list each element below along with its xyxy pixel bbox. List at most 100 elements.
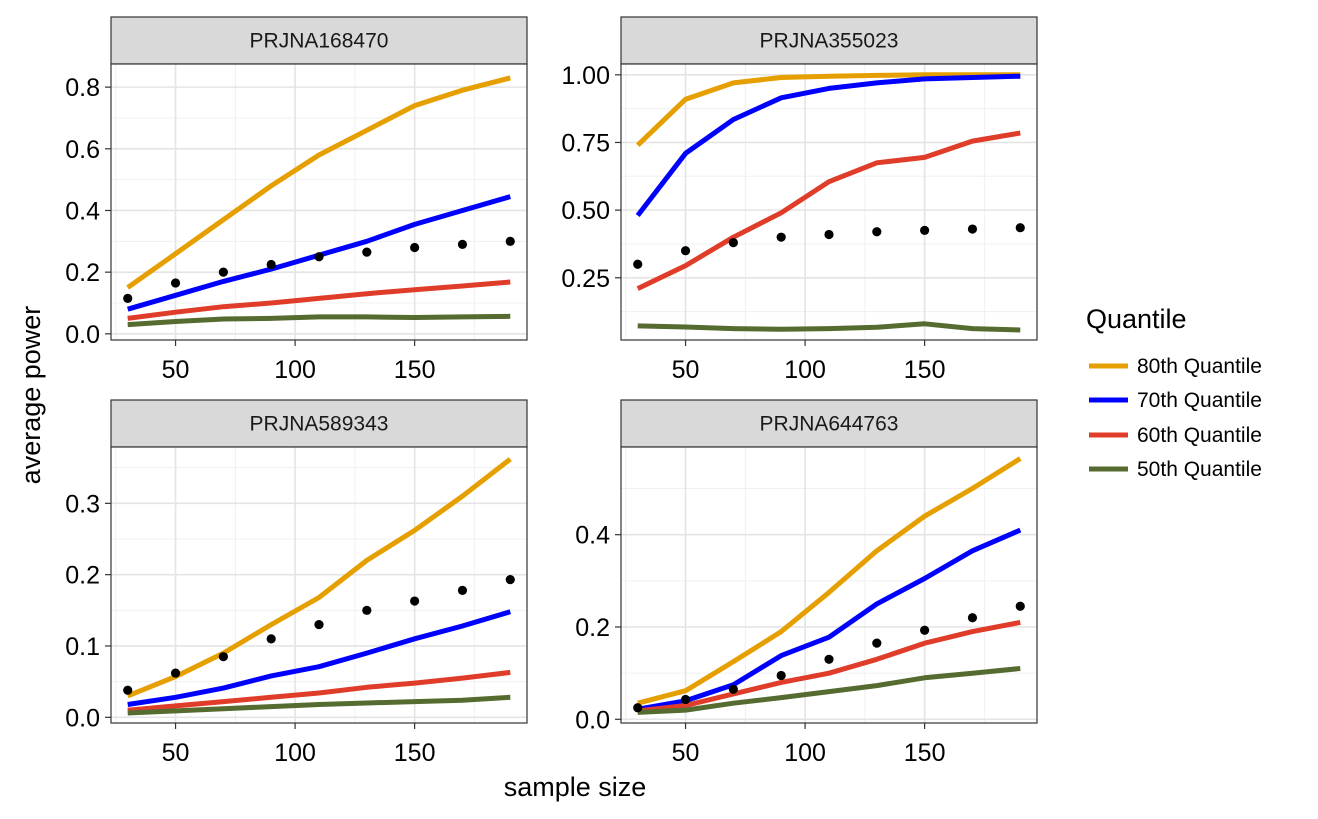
facet-strip-label: PRJNA589343: [250, 413, 389, 436]
x-tick-label: 150: [904, 356, 946, 384]
chart-panels: PRJNA168470 50 100 150 0.0 0.2 0.4 0.6 0.8 PRJNA3…: [65, 16, 1038, 767]
series-line-80th: [126, 75, 511, 290]
legend-label-70th: 70th Quantile: [1137, 389, 1262, 412]
series-line-80th: [637, 456, 1022, 706]
facet-strip: [620, 399, 1038, 448]
y-tick-label: 0.1: [65, 633, 100, 661]
data-point: [680, 694, 691, 705]
legend-item-50th: 50th Quantile: [1089, 458, 1262, 481]
panel-background: [621, 64, 1037, 340]
facet-strip-label: PRJNA355023: [760, 30, 899, 53]
data-point: [362, 247, 372, 257]
data-point: [170, 278, 181, 288]
y-tick-label: 0.2: [65, 259, 100, 287]
data-point: [457, 239, 468, 250]
data-point: [872, 227, 882, 237]
data-point: [505, 575, 515, 585]
y-tick-label: 0.0: [575, 706, 610, 734]
y-tick-label: 0.2: [65, 562, 100, 590]
facet-strip: [110, 16, 528, 65]
data-point: [362, 605, 372, 615]
y-tick-label: 0.4: [65, 197, 100, 225]
data-point: [410, 242, 420, 253]
data-point: [123, 293, 133, 303]
y-tick-label: 0.0: [65, 704, 100, 732]
y-tick-label: 0.8: [65, 74, 100, 102]
data-point: [633, 703, 643, 713]
legend-label-50th: 50th Quantile: [1137, 458, 1262, 481]
legend: Quantile 80th Quantile 70th Quantile 60t…: [1086, 304, 1262, 481]
legend-item-60th: 60th Quantile: [1089, 424, 1262, 447]
series-line-60th: [637, 619, 1021, 714]
data-point: [170, 668, 181, 678]
x-tick-label: 150: [904, 739, 946, 767]
panel-PRJNA355023: PRJNA355023 50 100 150 0.25 0.50 0.75 1.00: [561, 16, 1038, 384]
data-point: [314, 619, 324, 630]
panel-border: [110, 446, 528, 724]
y-tick-label: 0.3: [65, 490, 100, 518]
series-line-70th: [637, 527, 1022, 712]
x-tick-label: 100: [784, 356, 826, 384]
data-point: [633, 259, 643, 269]
y-tick-label: 0.2: [575, 614, 610, 642]
panel-border: [110, 63, 528, 341]
x-axis-title: sample size: [504, 772, 647, 802]
data-point: [314, 252, 324, 262]
y-tick-label: 0.50: [561, 197, 610, 225]
x-tick-label: 150: [394, 739, 436, 767]
x-tick-label: 100: [784, 739, 826, 767]
series-line-60th: [127, 669, 511, 713]
data-point: [218, 267, 228, 277]
x-tick-label: 50: [672, 356, 700, 384]
data-point: [1015, 223, 1025, 233]
x-tick-label: 50: [162, 356, 190, 384]
data-point: [457, 585, 468, 595]
data-point: [776, 232, 786, 242]
y-tick-label: 0.75: [561, 129, 610, 157]
series-line-60th: [127, 279, 511, 321]
y-axis-title: average power: [16, 306, 46, 485]
data-point: [728, 237, 738, 248]
data-point: [776, 670, 786, 681]
data-point: [410, 596, 420, 606]
data-point: [505, 236, 515, 246]
y-tick-label: 0.6: [65, 136, 100, 164]
data-point: [123, 685, 133, 695]
data-point: [967, 613, 978, 623]
legend-title: Quantile: [1086, 304, 1187, 334]
legend-label-80th: 80th Quantile: [1137, 355, 1262, 378]
series-line-70th: [635, 73, 1021, 218]
data-point: [1015, 601, 1025, 611]
legend-item-80th: 80th Quantile: [1089, 355, 1262, 378]
legend-item-70th: 70th Quantile: [1089, 389, 1262, 412]
series-line-50th: [637, 321, 1021, 333]
panel-PRJNA644763: PRJNA644763 50 100 150 0.0 0.2 0.4: [575, 399, 1038, 767]
data-point: [680, 246, 691, 256]
series-line-50th: [127, 313, 511, 328]
data-point: [920, 625, 930, 635]
x-tick-label: 150: [394, 356, 436, 384]
data-point: [266, 259, 276, 270]
series-line-70th: [127, 609, 512, 707]
data-point: [920, 225, 930, 236]
series-line-80th: [635, 72, 1021, 148]
data-point: [218, 652, 228, 662]
data-point: [824, 654, 834, 664]
panel-PRJNA589343: PRJNA589343 50 100 150 0.0 0.1 0.2 0.3: [65, 399, 528, 767]
y-tick-label: 0.0: [65, 321, 100, 349]
x-tick-label: 100: [274, 356, 316, 384]
panel-border: [620, 446, 1038, 724]
data-point: [872, 638, 882, 648]
series-line-50th: [127, 694, 511, 716]
x-tick-label: 100: [274, 739, 316, 767]
data-point: [728, 684, 738, 694]
series-line-80th: [126, 457, 512, 699]
series-line-60th: [636, 130, 1021, 291]
y-tick-label: 0.4: [575, 522, 610, 550]
y-tick-label: 1.00: [561, 62, 610, 90]
panel-border: [620, 63, 1038, 341]
facet-strip-label: PRJNA168470: [250, 30, 389, 53]
x-tick-label: 50: [162, 739, 190, 767]
y-tick-label: 0.25: [561, 265, 610, 293]
